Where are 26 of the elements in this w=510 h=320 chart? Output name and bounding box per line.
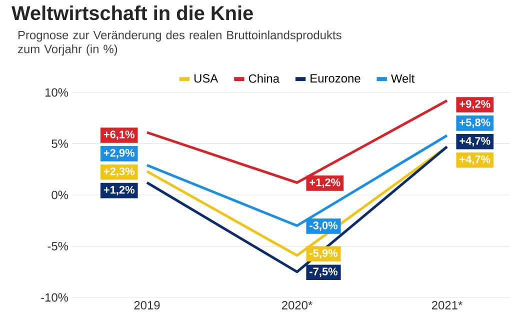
legend-label: Welt <box>390 74 415 83</box>
data-label: +1,2% <box>310 178 340 188</box>
legend-label: USA <box>194 74 218 83</box>
x-tick-label: 2020* <box>282 300 312 310</box>
y-tick-label: -10% <box>41 293 68 302</box>
chart-title: Weltwirtschaft in die Knie <box>12 6 253 20</box>
legend-label: Eurozone <box>310 74 360 83</box>
y-tick-label: 5% <box>52 139 68 148</box>
data-label: +1,2% <box>104 186 135 196</box>
x-tick-label: 2021* <box>432 300 462 310</box>
data-label: -5,9% <box>310 249 338 259</box>
data-label: -3,0% <box>310 222 338 231</box>
data-label: -7,5% <box>310 268 338 278</box>
data-label: +2,3% <box>104 167 135 177</box>
data-label: +2,9% <box>104 149 135 158</box>
chart-subtitle: Prognose zur Veränderung des realen Bruttoinlandsprodukts zum Vorjahr (in %) <box>18 30 342 56</box>
x-tick-label: 2019 <box>134 300 160 310</box>
data-label: +9,2% <box>460 100 490 110</box>
data-label: +5,8% <box>460 118 490 128</box>
y-tick-label: -5% <box>48 242 68 250</box>
y-tick-label: 10% <box>45 88 68 97</box>
data-label: +4,7% <box>460 136 490 146</box>
data-label: +6,1% <box>104 130 135 140</box>
y-tick-label: 0% <box>52 190 68 200</box>
data-label: +4,7% <box>460 155 490 165</box>
legend-label: China <box>248 74 280 83</box>
